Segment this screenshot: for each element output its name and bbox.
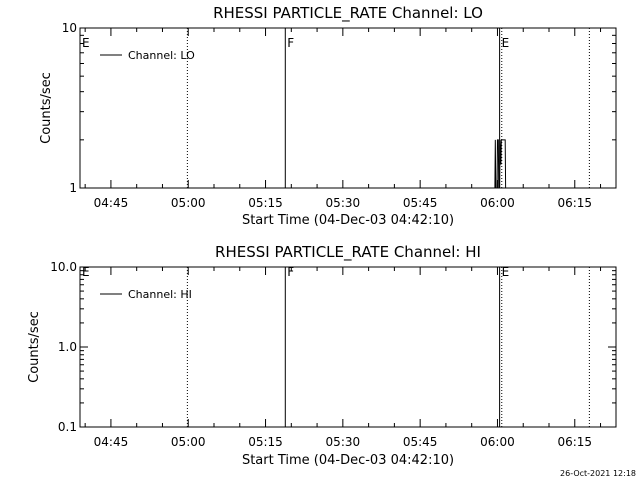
series-line xyxy=(494,139,507,189)
y-axis-label: Counts/sec xyxy=(27,311,42,383)
x-tick-label: 04:45 xyxy=(94,196,129,210)
marker-label: E xyxy=(82,265,90,279)
x-tick-label: 05:45 xyxy=(403,196,438,210)
legend-label: Channel: HI xyxy=(128,288,192,301)
y-tick-label: 1.0 xyxy=(58,340,77,354)
x-axis-label: Start Time (04-Dec-03 04:42:10) xyxy=(242,453,454,468)
x-tick-label: 05:30 xyxy=(326,196,361,210)
hi-channel-panel: RHESSI PARTICLE_RATE Channel: HI 04:45 05:… xyxy=(27,243,617,468)
y-tick-label: 1 xyxy=(69,181,77,195)
x-tick-label: 06:15 xyxy=(557,196,592,210)
marker-label: E xyxy=(502,265,510,279)
marker-label: F xyxy=(287,265,294,279)
x-tick-label: 06:15 xyxy=(557,435,592,449)
x-tick-label: 04:45 xyxy=(94,435,129,449)
y-axis-label: Counts/sec xyxy=(39,72,54,144)
plot-frame xyxy=(79,27,617,189)
x-tick-label: 06:00 xyxy=(480,435,515,449)
generation-timestamp: 26-Oct-2021 12:18 xyxy=(560,469,636,478)
x-tick-label: 05:45 xyxy=(403,435,438,449)
legend-label: Channel: LO xyxy=(128,49,195,62)
x-tick-label: 05:00 xyxy=(171,196,206,210)
x-tick-label: 05:00 xyxy=(171,435,206,449)
marker-label: E xyxy=(82,36,90,50)
x-axis-label: Start Time (04-Dec-03 04:42:10) xyxy=(242,213,454,228)
marker-label: E xyxy=(502,36,510,50)
marker-label: F xyxy=(287,36,294,50)
lo-channel-panel: RHESSI PARTICLE_RATE Channel: LO 04:45 05:… xyxy=(39,4,617,228)
y-tick-label: 0.1 xyxy=(58,420,77,434)
x-tick-label: 06:00 xyxy=(480,196,515,210)
x-tick-label: 05:15 xyxy=(248,196,283,210)
x-tick-label: 05:15 xyxy=(248,435,283,449)
y-tick-label: 10.0 xyxy=(50,260,77,274)
x-tick-label: 05:30 xyxy=(326,435,361,449)
chart-title: RHESSI PARTICLE_RATE Channel: LO xyxy=(213,4,483,23)
y-tick-label: 10 xyxy=(62,21,77,35)
chart-title: RHESSI PARTICLE_RATE Channel: HI xyxy=(215,243,481,262)
